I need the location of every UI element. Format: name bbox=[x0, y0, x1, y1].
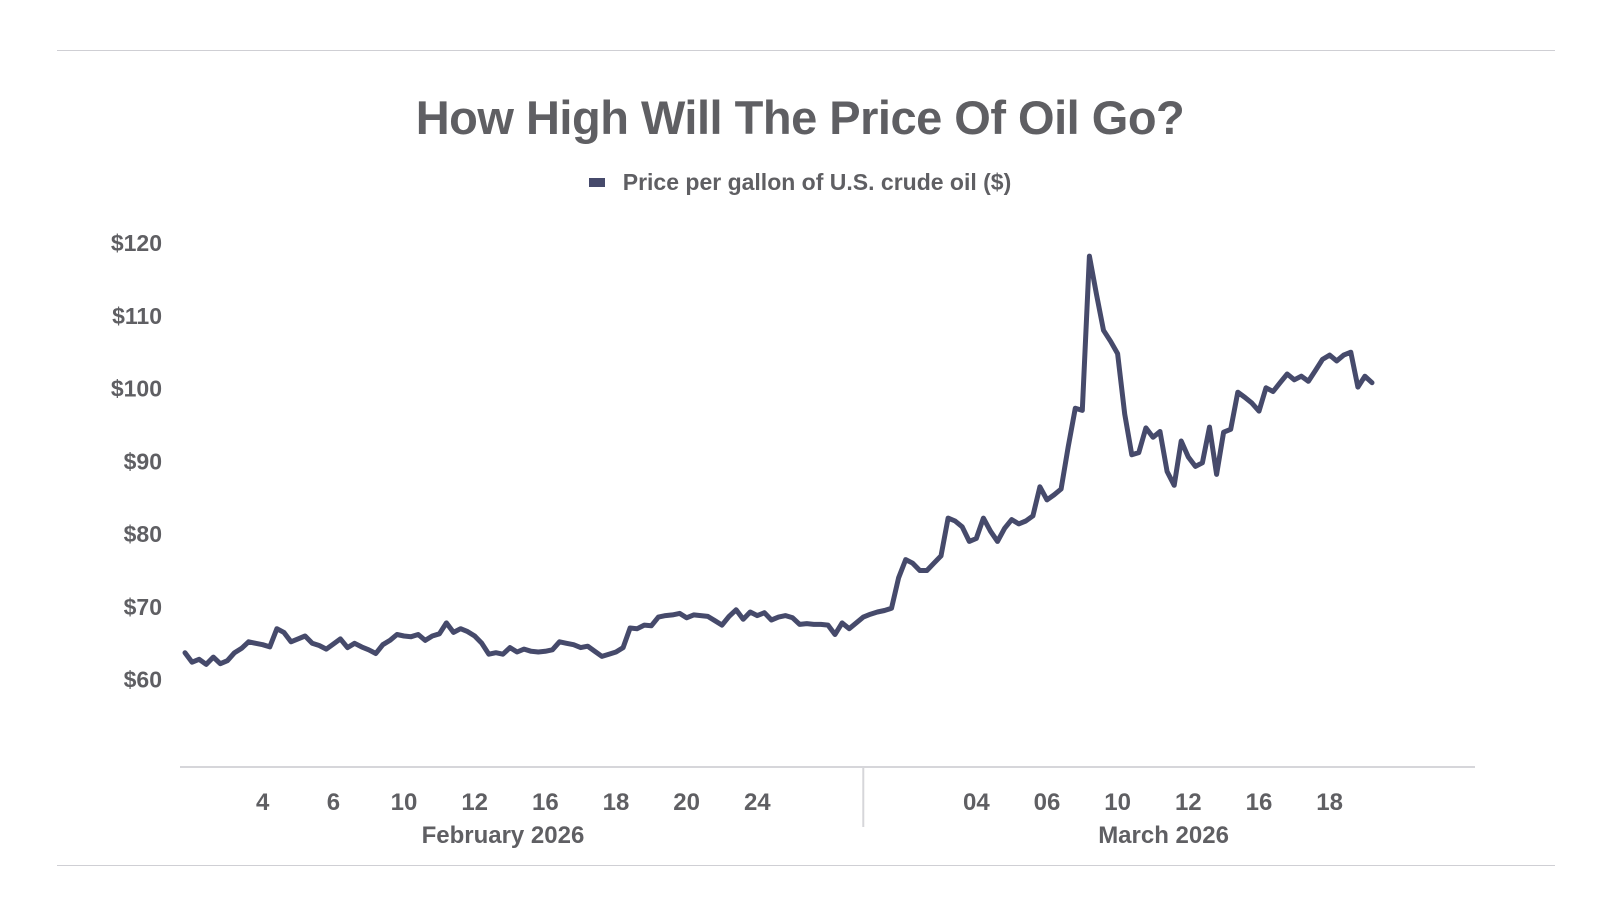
legend: Price per gallon of U.S. crude oil ($) bbox=[0, 169, 1600, 196]
y-tick-label: $60 bbox=[124, 667, 162, 693]
chart-title: How High Will The Price Of Oil Go? bbox=[415, 91, 1185, 144]
y-tick-label: $110 bbox=[112, 303, 162, 329]
x-tick-label: 10 bbox=[1104, 789, 1131, 816]
series-line bbox=[182, 253, 1375, 667]
y-tick-label: $100 bbox=[111, 376, 162, 402]
y-tick-label: $80 bbox=[124, 521, 162, 547]
y-tick-label: $90 bbox=[124, 448, 162, 474]
y-tick-label: $120 bbox=[111, 230, 162, 256]
top-divider-line bbox=[57, 50, 1555, 51]
x-tick-label: 16 bbox=[1246, 789, 1273, 816]
x-tick-label: 12 bbox=[461, 789, 488, 816]
y-tick-label: $70 bbox=[124, 594, 162, 620]
month-group-label: February 2026 bbox=[422, 822, 585, 849]
x-tick-label: 24 bbox=[744, 789, 771, 816]
x-tick-label: 04 bbox=[963, 789, 990, 816]
x-tick-label: 10 bbox=[391, 789, 418, 816]
legend-label: Price per gallon of U.S. crude oil ($) bbox=[622, 169, 1012, 195]
x-tick-label: 18 bbox=[603, 789, 630, 816]
bottom-divider-line bbox=[57, 865, 1555, 866]
legend-swatch bbox=[588, 178, 605, 187]
x-tick-label: 18 bbox=[1316, 789, 1343, 816]
month-group-label: March 2026 bbox=[1098, 822, 1229, 849]
x-tick-label: 20 bbox=[673, 789, 700, 816]
x-tick-label: 12 bbox=[1175, 789, 1202, 816]
x-tick-label: 16 bbox=[532, 789, 559, 816]
x-tick-label: 06 bbox=[1034, 789, 1061, 816]
x-tick-label: 6 bbox=[327, 789, 340, 816]
x-tick-label: 4 bbox=[256, 789, 270, 816]
